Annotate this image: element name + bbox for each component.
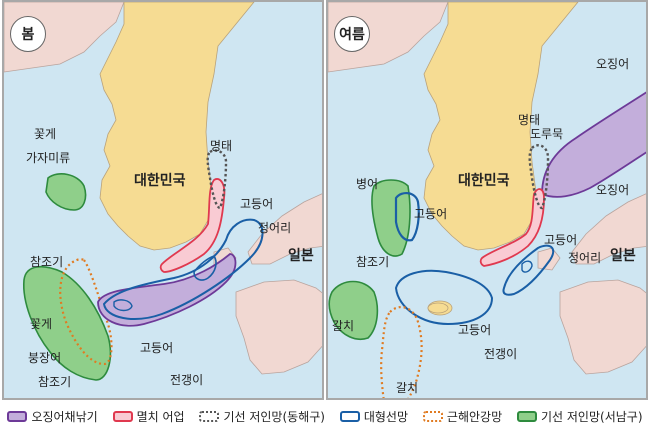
legend-swatch: [517, 410, 537, 422]
sw-trawl-zone-south: [23, 265, 112, 381]
species-label: 정어리: [568, 251, 602, 265]
summer-map: 여름 대한민국 일본 오징어 명태 도루묵 오징어 병어 고등어 고등어 정어리…: [326, 0, 648, 400]
legend-label: 기선 저인망(서남구): [541, 409, 643, 424]
legend-item-large-purse: 대형선망: [339, 408, 409, 425]
summer-map-graphic: [328, 2, 646, 398]
legend-label: 오징어채낚기: [31, 409, 98, 424]
species-label: 병어: [356, 177, 379, 191]
species-label: 고등어: [414, 207, 448, 221]
squid-zone: [541, 91, 646, 198]
large-purse-zone-3: [113, 299, 133, 312]
legend-label: 멸치 어업: [136, 409, 185, 424]
species-label: 명태: [518, 113, 541, 127]
spring-map-graphic: [4, 2, 322, 381]
species-label: 고등어: [140, 341, 174, 355]
jeju-fishing-spot: [427, 302, 449, 314]
legend-item-sw-trawl: 기선 저인망(서남구): [517, 408, 643, 425]
country-korea-label: 대한민국: [134, 173, 186, 189]
species-label: 고등어: [240, 197, 274, 211]
korea-land: [423, 2, 579, 251]
species-label: 붕장어: [28, 351, 62, 365]
season-badge-spring: 봄: [10, 16, 46, 52]
japan-land: [213, 193, 322, 375]
legend-item-anchovy: 멸치 어업: [112, 408, 185, 425]
legend: 오징어채낚기 멸치 어업 기선 저인망(동해구) 대형선망 근해안강망 기선 저…: [0, 402, 650, 430]
large-purse-zone-2: [193, 255, 217, 281]
legend-label: 근해안강망: [446, 409, 503, 424]
species-label: 가자미류: [26, 151, 71, 165]
large-purse-zone-2: [394, 269, 494, 326]
legend-item-coastal-net: 근해안강망: [422, 408, 503, 425]
species-label: 정어리: [258, 221, 292, 235]
sw-trawl-zone-north: [45, 173, 87, 211]
legend-label: 기선 저인망(동해구): [223, 409, 325, 424]
east-trawl-zone: [528, 144, 550, 210]
east-trawl-zone: [206, 149, 228, 210]
species-label: 명태: [210, 139, 233, 153]
species-label: 꽃게: [34, 127, 57, 141]
species-label: 오징어: [596, 57, 630, 71]
legend-swatch: [7, 410, 28, 422]
squid-zone: [97, 253, 237, 327]
country-japan-label: 일본: [288, 248, 314, 264]
species-label: 고등어: [458, 323, 492, 337]
korea-land: [99, 2, 255, 251]
legend-label: 대형선망: [363, 409, 409, 424]
large-purse-zone-3: [502, 244, 555, 296]
species-label: 전갱이: [170, 373, 204, 387]
legend-swatch: [339, 410, 360, 422]
species-label: 오징어: [596, 183, 630, 197]
species-label: 참조기: [356, 255, 390, 269]
legend-swatch: [112, 410, 133, 422]
japan-land: [537, 193, 646, 375]
legend-swatch: [199, 410, 220, 422]
species-label: 꽃게: [30, 317, 53, 331]
sw-trawl-zone-north: [371, 179, 411, 257]
season-badge-summer: 여름: [334, 16, 370, 52]
species-label: 갈치: [396, 381, 419, 395]
species-label: 참조기: [30, 255, 64, 269]
large-purse-zone-1: [102, 218, 264, 320]
legend-item-squid: 오징어채낚기: [7, 408, 98, 425]
species-label: 도루묵: [530, 127, 564, 141]
country-japan-label: 일본: [610, 248, 636, 264]
spring-map: 봄 대한민국 일본 꽃게 가자미류 명태 고등어 정어리 참조기 꽃게 붕장어 …: [2, 0, 324, 400]
legend-item-east-trawl: 기선 저인망(동해구): [199, 408, 325, 425]
large-purse-zone-4: [521, 260, 533, 273]
species-label: 갈치: [332, 319, 355, 333]
species-label: 참조기: [38, 375, 72, 389]
sw-trawl-zone-south: [328, 280, 379, 340]
species-label: 고등어: [544, 233, 578, 247]
legend-swatch: [422, 410, 443, 422]
country-korea-label: 대한민국: [458, 173, 510, 189]
anchovy-zone: [159, 178, 226, 273]
species-label: 전갱이: [484, 347, 518, 361]
large-purse-zone-1: [394, 192, 420, 242]
